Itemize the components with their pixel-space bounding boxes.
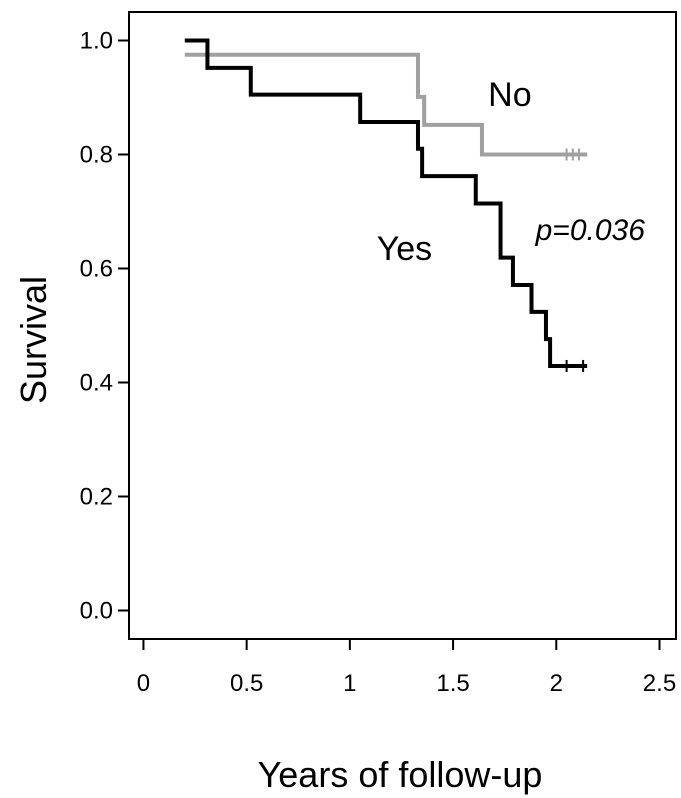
y-tick-label: 0.0 xyxy=(80,598,113,625)
y-tick-label: 0.2 xyxy=(80,484,113,511)
x-axis: 0 0.5 1 1.5 2 2.5 xyxy=(137,639,676,697)
series-line-no xyxy=(184,52,588,157)
x-tick-label: 1 xyxy=(343,670,356,697)
x-tick-label: 0.5 xyxy=(230,670,263,697)
y-axis: 0.0 0.2 0.4 0.6 0.8 1.0 xyxy=(80,28,129,625)
x-tick-label: 0 xyxy=(137,670,150,697)
series-label-no: No xyxy=(488,76,531,114)
series-line-yes xyxy=(184,38,588,368)
series-label-yes: Yes xyxy=(377,230,432,268)
plot-frame xyxy=(128,11,677,640)
x-tick-label: 2.5 xyxy=(643,670,676,697)
y-axis-title: Survival xyxy=(13,276,54,404)
x-tick-label: 1.5 xyxy=(436,670,469,697)
p-value-annotation: p=0.036 xyxy=(535,214,646,247)
y-tick-label: 0.4 xyxy=(80,370,113,397)
y-tick-label: 1.0 xyxy=(80,28,113,55)
series-group xyxy=(184,38,588,372)
x-tick-label: 2 xyxy=(550,670,563,697)
series-labels: No Yes p=0.036 xyxy=(377,76,646,268)
y-tick-label: 0.8 xyxy=(80,142,113,169)
x-axis-title: Years of follow-up xyxy=(258,754,543,795)
y-tick-label: 0.6 xyxy=(80,256,113,283)
